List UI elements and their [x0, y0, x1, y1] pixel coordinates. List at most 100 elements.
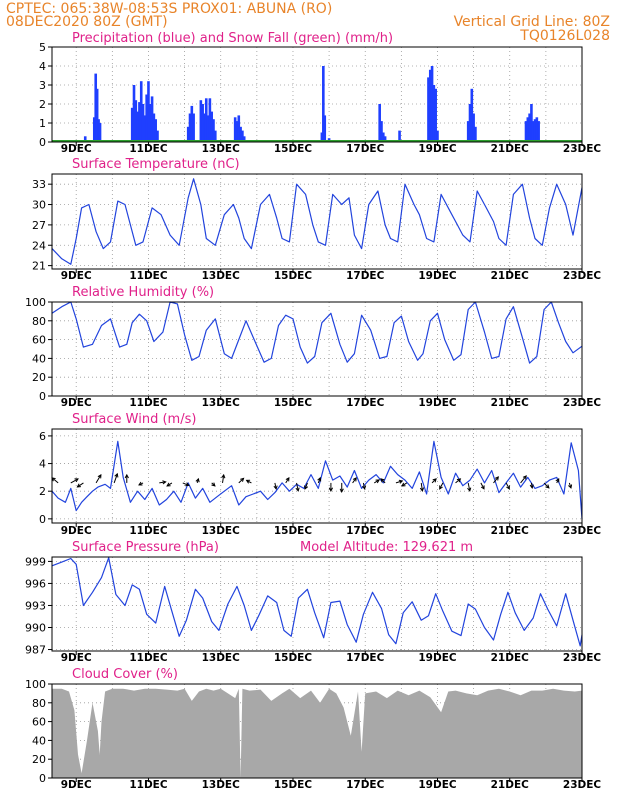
wind-vector-head [245, 479, 251, 484]
wind-vector [113, 473, 118, 484]
wind-title: Surface Wind (m/s) [72, 412, 196, 427]
y-tick-label: 100 [25, 678, 46, 691]
x-tick-label: 17DEC [346, 397, 385, 409]
plot-frame [51, 683, 583, 779]
precipitation-bar [322, 66, 325, 142]
wind-vector [395, 480, 403, 484]
wind-series-line [51, 440, 583, 519]
x-tick-label: 9DEC [61, 270, 92, 282]
precipitation-bar [383, 136, 387, 142]
pressure-title: Surface Pressure (hPa) [72, 540, 219, 555]
precipitation-bar [531, 121, 535, 142]
y-tick-label: 27 [32, 219, 46, 232]
x-tick-label: 11DEC [129, 270, 168, 282]
precipitation-bar [208, 98, 212, 142]
x-tick-label: 23DEC [563, 143, 602, 155]
precipitation-bar [241, 130, 244, 142]
x-tick-label: 21DEC [491, 270, 530, 282]
wind-vector [51, 477, 59, 484]
precipitation-bar [428, 69, 432, 142]
precipitation-bar [130, 107, 134, 142]
precipitation-bar [154, 119, 157, 142]
x-tick-label: 23DEC [563, 652, 602, 664]
wind-vector-head [522, 475, 527, 480]
wind-vector [296, 482, 299, 492]
y-tick-label: 40 [32, 352, 46, 365]
precipitation-bar [470, 88, 474, 142]
precipitation-bar [92, 117, 96, 142]
wind-vector-head [480, 485, 485, 490]
y-tick-label: 0 [39, 513, 46, 526]
wind-vector [505, 482, 510, 490]
x-tick-label: 21DEC [491, 779, 530, 791]
y-tick-label: 21 [32, 260, 46, 273]
wind-vector-head [185, 482, 190, 487]
y-tick-label: 2 [39, 485, 46, 498]
precipitation-bar [537, 121, 540, 142]
x-tick-label: 13DEC [202, 779, 241, 791]
y-tick-label: 5 [39, 41, 46, 54]
precipitation-bar [535, 117, 539, 142]
precipitation-bar [199, 100, 203, 142]
x-tick-label: 21DEC [491, 397, 530, 409]
x-tick-label: 19DEC [418, 397, 457, 409]
wind-vector-head [295, 487, 300, 492]
wind-vector [493, 476, 499, 484]
wind-vector-head [419, 487, 425, 492]
precipitation-bar [98, 123, 102, 142]
y-tick-label: 2 [39, 98, 46, 111]
wind-vector-head [439, 485, 443, 490]
precipitation-bar [233, 117, 237, 142]
precipitation-bar [143, 115, 147, 142]
precipitation-bar [436, 130, 439, 142]
wind-vector [467, 482, 471, 492]
precipitation-bar [134, 100, 138, 142]
precipitation-bar [528, 113, 531, 142]
x-tick-label: 19DEC [418, 779, 457, 791]
x-tick-label: 11DEC [129, 397, 168, 409]
y-tick-label: 100 [25, 296, 46, 309]
precipitation-bar [152, 113, 156, 142]
y-tick-label: 999 [25, 555, 46, 568]
wind-vector-head [380, 478, 385, 483]
precipitation-bar [148, 104, 152, 142]
x-tick-label: 23DEC [563, 779, 602, 791]
wind-vector-head [375, 479, 380, 484]
header-run-date: 08DEC2020 80Z (GMT) [6, 14, 168, 30]
wind-vector-head [398, 479, 404, 484]
precipitation-bar [430, 66, 434, 142]
x-tick-label: 9DEC [61, 779, 92, 791]
y-tick-label: 0 [39, 136, 46, 149]
precipitation-bar [239, 126, 242, 142]
precipitation-bar [141, 104, 145, 142]
x-tick-label: 13DEC [202, 652, 241, 664]
plot-frame [51, 173, 583, 270]
x-tick-label: 15DEC [274, 779, 313, 791]
y-tick-label: 60 [32, 716, 46, 729]
precipitation-bar [472, 113, 475, 142]
x-tick-label: 19DEC [418, 525, 457, 537]
y-tick-label: 40 [32, 734, 46, 747]
precipitation-bar [237, 115, 241, 142]
x-tick-label: 15DEC [274, 652, 313, 664]
y-tick-label: 30 [32, 199, 46, 212]
y-tick-label: 0 [39, 390, 46, 403]
x-tick-label: 23DEC [563, 525, 602, 537]
wind-vector-head [114, 472, 119, 478]
precipitation-bar [210, 111, 213, 142]
wind-vector-head [339, 488, 344, 493]
x-tick-label: 21DEC [491, 143, 530, 155]
wind-vector-head [74, 478, 79, 483]
wind-vector-head [240, 477, 245, 482]
x-tick-label: 11DEC [129, 779, 168, 791]
wind-vector-head [529, 484, 534, 489]
precipitation-bar [432, 85, 436, 142]
plot-frame [51, 301, 583, 397]
precipitation-bar [474, 126, 477, 142]
precipitation-bar [524, 121, 528, 142]
humidity-panel: Relative Humidity (%) 0 20 40 60 80 100 9DEC 11… [25, 285, 601, 409]
precipitation-bar [83, 136, 87, 142]
wind-vector-head [138, 481, 143, 486]
header-model-id: TQ0126L028 [519, 28, 610, 44]
y-tick-label: 80 [32, 315, 46, 328]
